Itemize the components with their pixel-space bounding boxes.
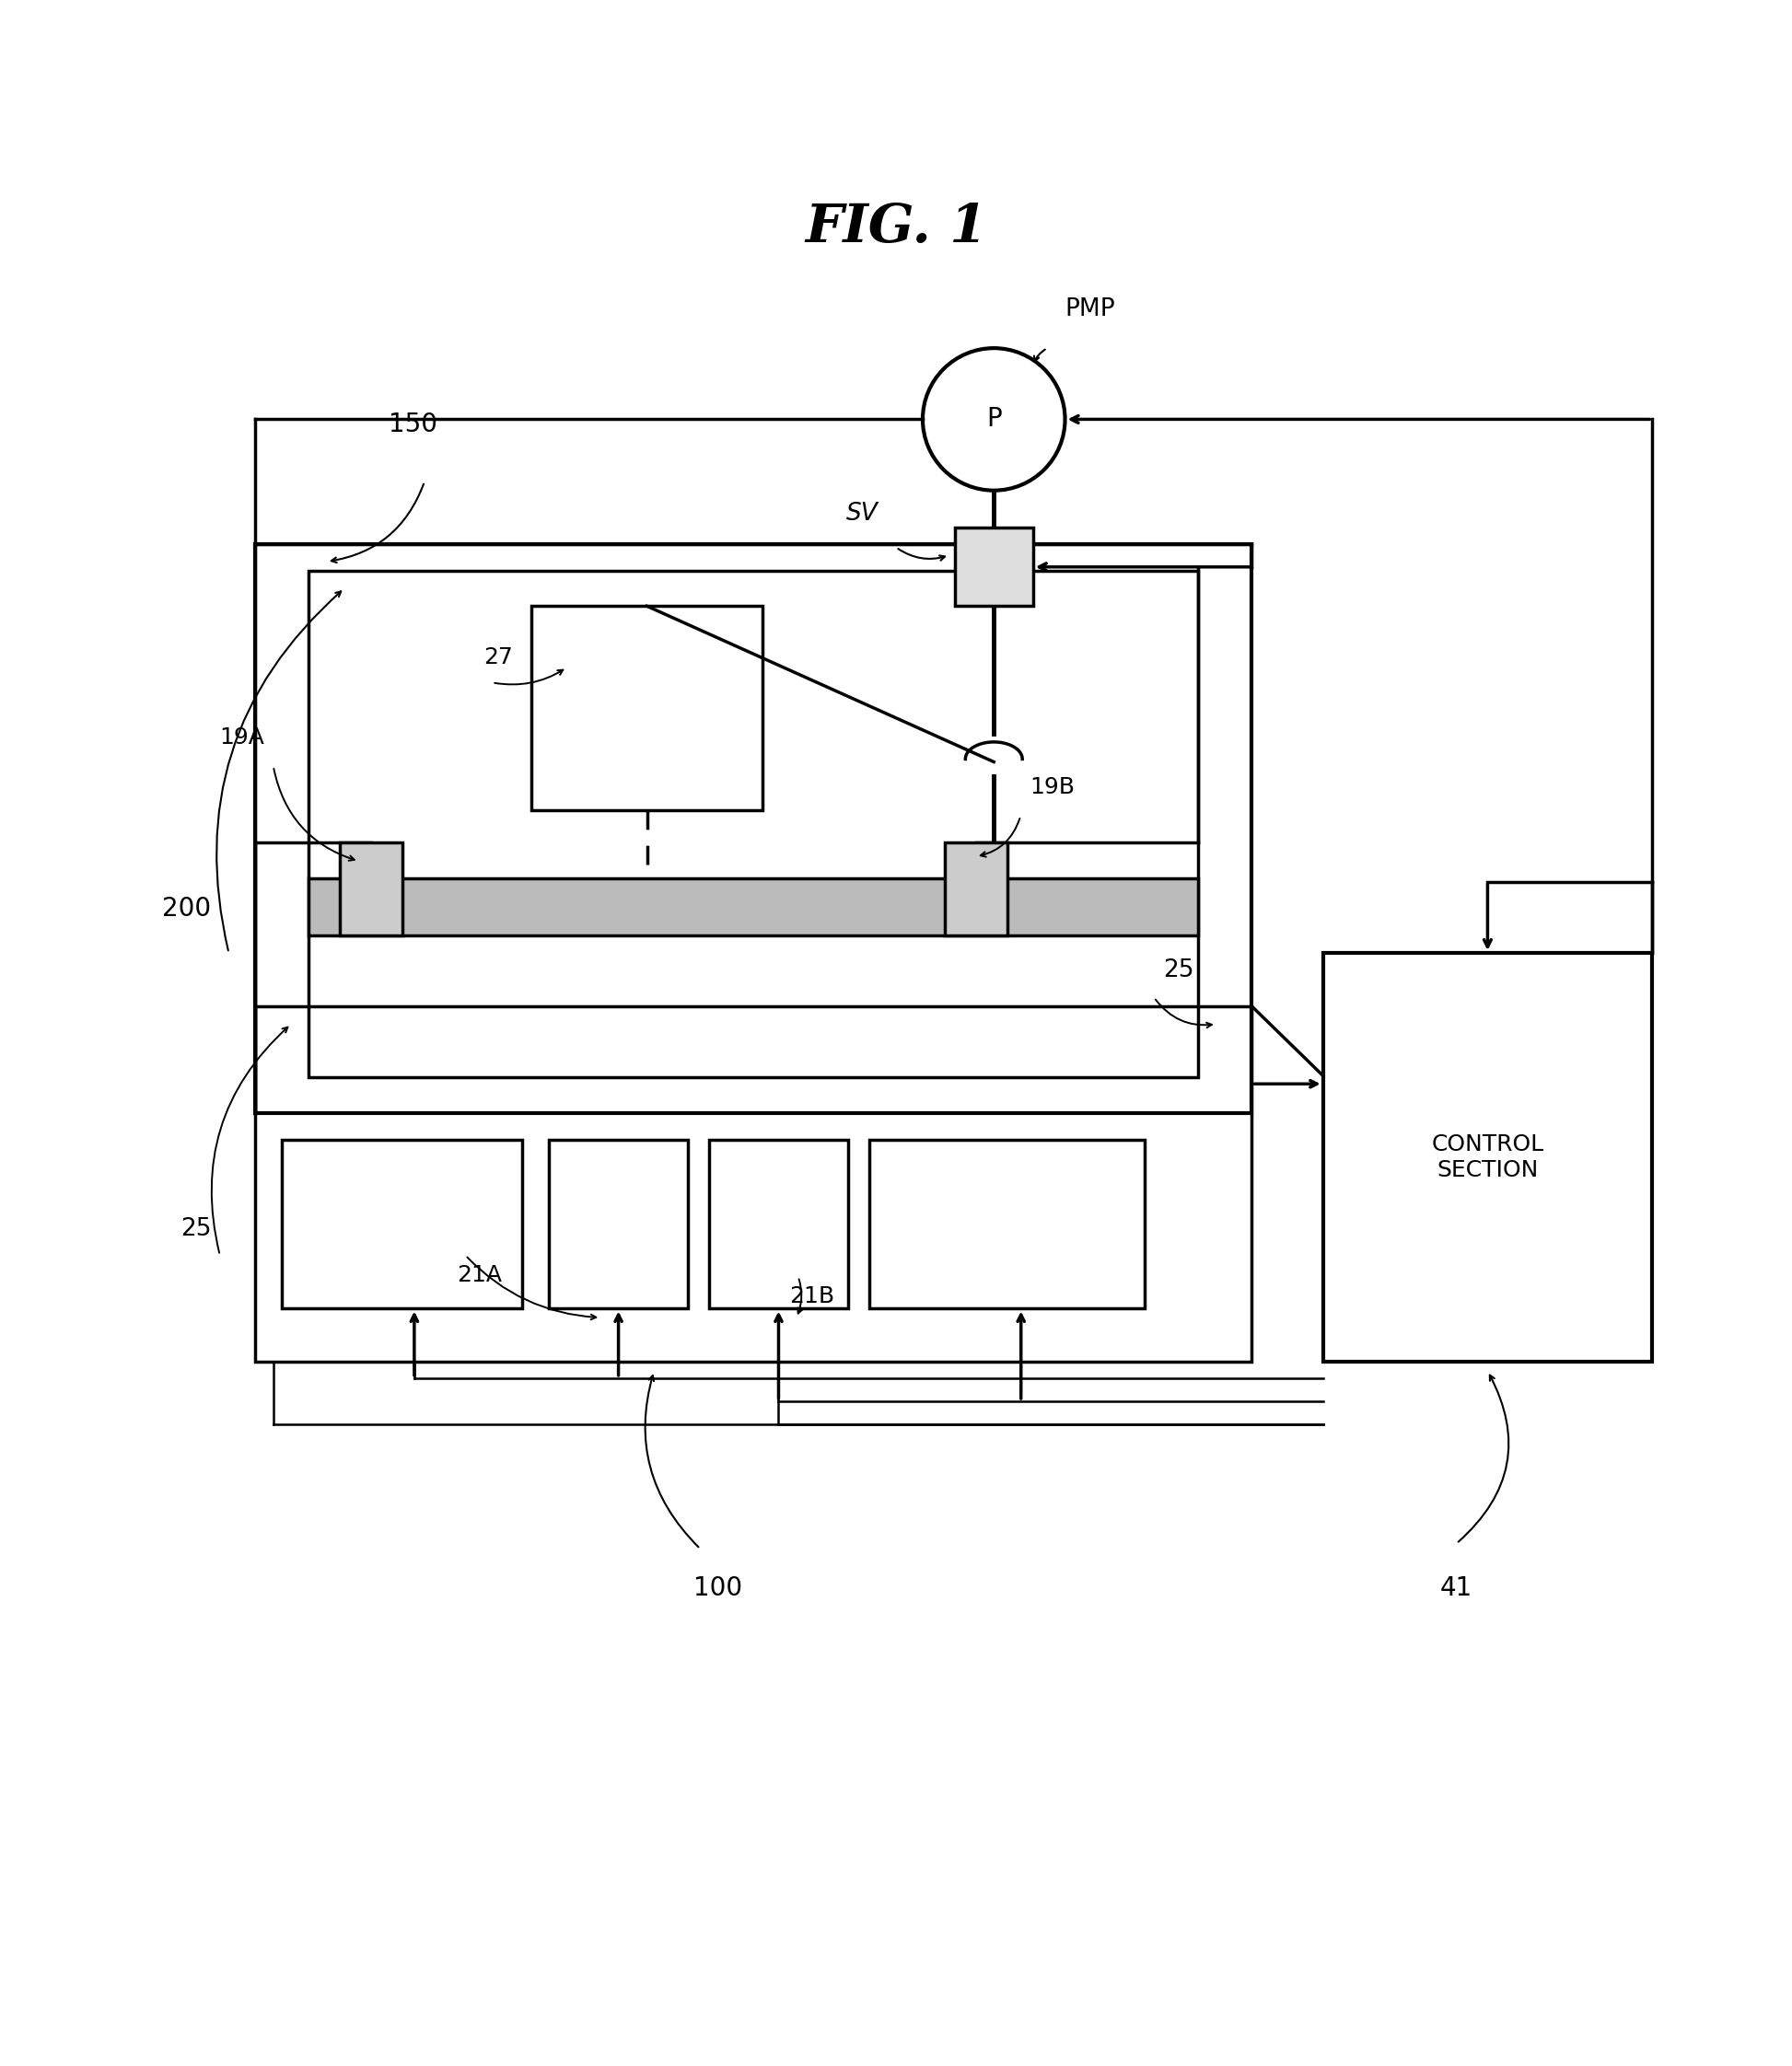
Bar (281, 1140, 521, 1308)
Bar (1322, 952, 1652, 1361)
Text: 200: 200 (161, 895, 211, 921)
Text: 27: 27 (484, 647, 513, 667)
Bar (308, 570, 1199, 1078)
Bar (340, 843, 401, 936)
Bar (530, 605, 763, 810)
Text: 100: 100 (694, 1576, 742, 1601)
Text: 41: 41 (1441, 1576, 1473, 1601)
Text: 150: 150 (389, 411, 437, 438)
Text: 21B: 21B (788, 1285, 835, 1308)
Text: FIG. 1: FIG. 1 (805, 200, 987, 254)
Text: 21A: 21A (457, 1264, 502, 1287)
Bar (256, 543, 1253, 1114)
Bar (308, 878, 1199, 936)
Text: P: P (986, 407, 1002, 432)
Bar (869, 1140, 1145, 1308)
Text: 25: 25 (1163, 959, 1193, 983)
Text: PMP: PMP (1064, 298, 1115, 322)
Text: CONTROL
SECTION: CONTROL SECTION (1432, 1134, 1545, 1182)
Bar (710, 1140, 848, 1308)
Bar (548, 1140, 688, 1308)
Text: SV: SV (846, 502, 878, 527)
Bar (944, 843, 1007, 936)
Text: 19A: 19A (219, 727, 265, 748)
Text: 25: 25 (181, 1217, 211, 1242)
Bar (256, 1006, 1253, 1361)
Bar (955, 527, 1032, 605)
Text: 19B: 19B (1029, 777, 1075, 797)
